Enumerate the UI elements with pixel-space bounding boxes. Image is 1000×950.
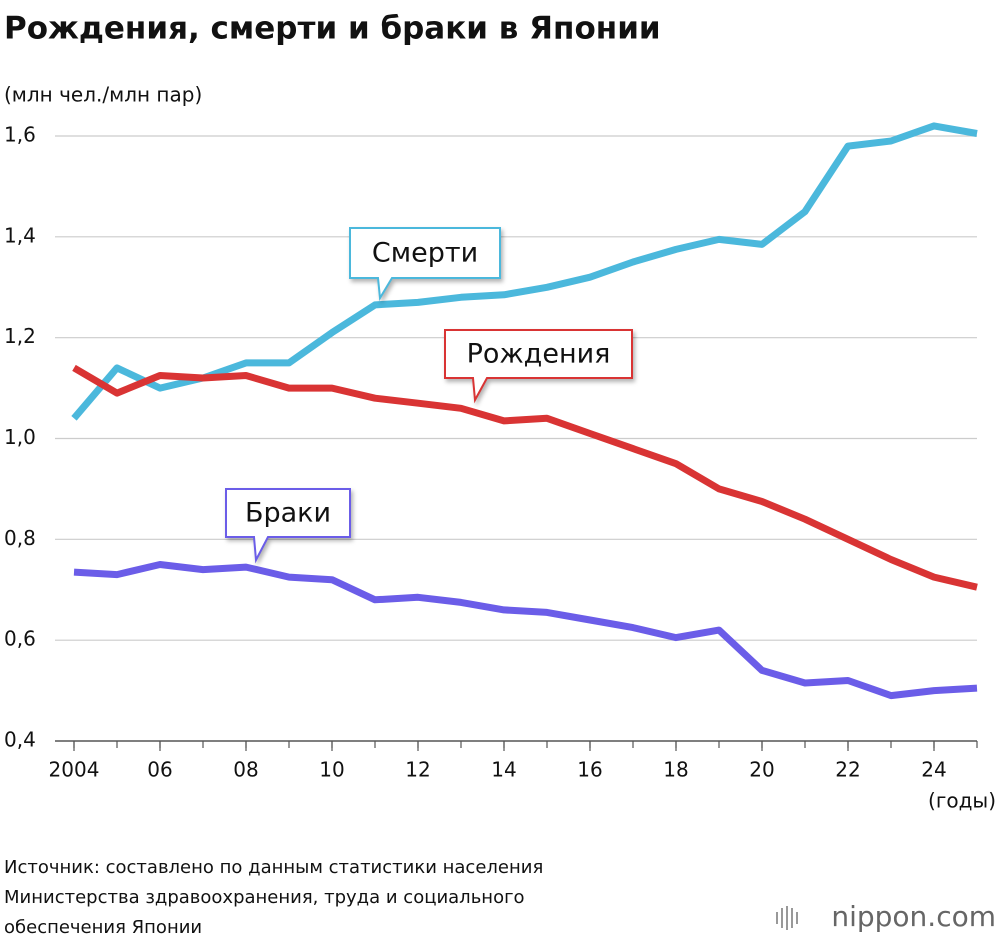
series-line bbox=[71, 122, 978, 421]
logo-bars bbox=[776, 906, 798, 930]
callout-box bbox=[444, 329, 633, 404]
x-tick-label: 18 bbox=[663, 758, 688, 782]
source-line: Источник: составлено по данным статистик… bbox=[4, 857, 543, 878]
x-axis-label: (годы) bbox=[928, 789, 996, 813]
y-tick-label: 0,4 bbox=[4, 728, 36, 752]
legend-label: Браки bbox=[245, 498, 331, 529]
y-tick-label: 1,0 bbox=[4, 425, 36, 449]
x-tick-label: 12 bbox=[405, 758, 430, 782]
x-tick-label: 08 bbox=[233, 758, 258, 782]
legend-label: Смерти bbox=[372, 238, 478, 269]
logo: nippon.com bbox=[831, 900, 996, 933]
x-tick-label: 20 bbox=[749, 758, 774, 782]
callout-box bbox=[349, 227, 501, 302]
series-line bbox=[72, 364, 978, 591]
x-tick-label: 22 bbox=[835, 758, 860, 782]
y-tick-label: 1,6 bbox=[4, 123, 36, 147]
y-tick-label: 0,8 bbox=[4, 526, 36, 550]
x-tick-label: 16 bbox=[577, 758, 602, 782]
source-line: обеспечения Японии bbox=[4, 917, 202, 938]
series-line bbox=[73, 561, 978, 700]
y-tick-label: 0,6 bbox=[4, 627, 36, 651]
x-tick-label: 24 bbox=[921, 758, 946, 782]
x-tick-label: 06 bbox=[147, 758, 172, 782]
series-label: Браки bbox=[225, 488, 351, 564]
x-tick-label: 2004 bbox=[49, 758, 100, 782]
chart-title: Рождения, смерти и браки в Японии bbox=[4, 11, 661, 47]
x-tick-label: 10 bbox=[319, 758, 344, 782]
y-tick-label: 1,2 bbox=[4, 324, 36, 348]
series-label: Рождения bbox=[444, 329, 633, 404]
legend-label: Рождения bbox=[467, 339, 611, 370]
source-line: Министерства здравоохранения, труда и со… bbox=[4, 887, 525, 908]
y-tick-label: 1,4 bbox=[4, 223, 36, 247]
callout-box bbox=[225, 488, 351, 564]
y-axis-label: (млн чел./млн пар) bbox=[4, 83, 202, 107]
series-label: Смерти bbox=[349, 227, 501, 302]
x-tick-label: 14 bbox=[491, 758, 516, 782]
